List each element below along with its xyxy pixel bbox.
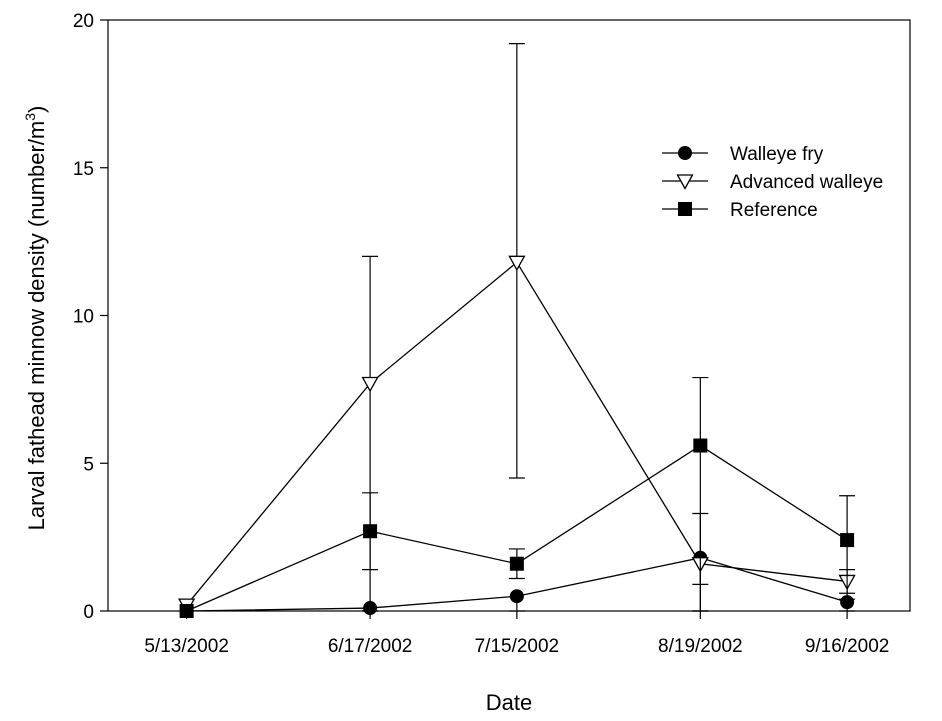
y-tick-label: 15	[73, 159, 94, 180]
y-tick-label: 5	[83, 454, 94, 475]
y-axis-title-main: Larval fathead minnow density (number/m	[24, 121, 49, 531]
data-point-walleye-fry	[509, 589, 524, 604]
legend-item-reference: Reference	[662, 200, 818, 221]
x-axis-title: Date	[486, 690, 532, 715]
series-advanced-walleye	[178, 43, 856, 614]
data-point-advanced-walleye	[361, 376, 379, 393]
y-tick-label: 0	[83, 602, 94, 623]
x-tick-label: 7/15/2002	[475, 636, 560, 657]
y-axis-title: Larval fathead minnow density (number/m3…	[22, 106, 49, 531]
legend-label: Walleye fry	[730, 144, 824, 165]
x-tick-label: 5/13/2002	[144, 636, 229, 657]
data-point-reference	[509, 556, 524, 571]
data-point-reference	[693, 438, 708, 453]
series-reference	[179, 376, 856, 618]
y-tick-label: 20	[73, 11, 94, 32]
y-axis-title-superscript: 3	[22, 113, 38, 121]
legend-item-advanced-walleye: Advanced walleye	[662, 172, 883, 193]
data-point-reference	[840, 533, 855, 548]
y-tick-label: 10	[73, 307, 94, 328]
data-point-reference	[363, 524, 378, 539]
axes: 0 5 10 15 20 5/13/2002 6/17/2002 7/15/2002 8/19/…	[73, 11, 890, 657]
legend: Walleye fry Advanced walleye Reference	[662, 144, 883, 221]
legend-label: Advanced walleye	[730, 172, 883, 193]
legend-marker	[676, 174, 694, 190]
x-tick-label: 9/16/2002	[805, 636, 890, 657]
x-tick-label: 6/17/2002	[328, 636, 413, 657]
legend-marker	[678, 146, 692, 160]
plot-frame	[107, 19, 911, 612]
data-point-advanced-walleye	[508, 255, 526, 272]
data-point-reference	[179, 604, 194, 618]
series-group	[178, 43, 856, 618]
plot-area	[107, 19, 911, 612]
y-axis-title-suffix: )	[24, 106, 49, 113]
legend-item-walleye-fry: Walleye fry	[662, 144, 824, 165]
x-tick-label: 8/19/2002	[658, 636, 743, 657]
legend-label: Reference	[730, 200, 818, 221]
legend-marker	[678, 202, 692, 216]
